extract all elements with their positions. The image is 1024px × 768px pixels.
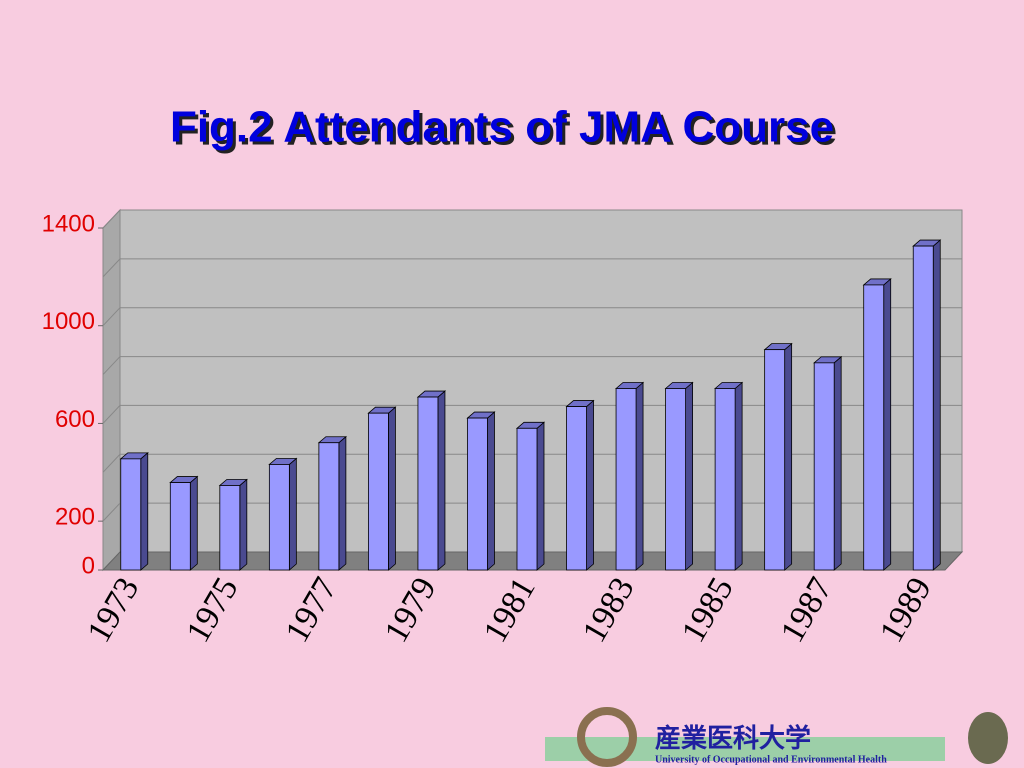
y-tick-label: 200 <box>55 503 95 530</box>
bar-front <box>714 388 736 571</box>
y-tick-label: 1000 <box>42 308 95 335</box>
bar <box>367 406 397 571</box>
grid-line <box>102 307 962 327</box>
bar-front <box>368 412 389 571</box>
side-wall <box>102 208 121 572</box>
grid-line <box>102 258 962 278</box>
bar-side <box>932 239 941 571</box>
bar <box>416 390 447 571</box>
logo-name-en: University of Occupational and Environme… <box>655 754 887 765</box>
logo-name-ja: 産業医科大学 <box>655 723 811 753</box>
bar-front <box>169 482 191 571</box>
bar <box>169 475 199 571</box>
bar <box>763 342 793 571</box>
bar <box>515 421 546 571</box>
bar-side <box>140 451 149 571</box>
bar-side <box>388 406 396 571</box>
bar <box>714 381 744 571</box>
bar-front <box>615 388 637 571</box>
bar <box>912 239 942 571</box>
bar <box>317 435 347 571</box>
bar <box>813 355 843 571</box>
bar-front <box>813 362 835 571</box>
bar-side <box>338 435 347 571</box>
bar-side <box>239 478 248 571</box>
logo: 産業医科大学 University of Occupational and En… <box>545 707 1008 767</box>
y-tick-label: 600 <box>55 406 95 433</box>
bar-front <box>863 284 885 571</box>
bar-front <box>516 427 538 571</box>
bar <box>862 278 892 571</box>
bar-front <box>566 406 587 571</box>
bar-front <box>417 396 439 571</box>
chart-title: Fig.2 Attendants of JMA Course <box>170 103 834 152</box>
bar <box>565 399 595 571</box>
bar <box>268 457 298 571</box>
bar-front <box>219 485 241 571</box>
bar-front <box>665 388 686 571</box>
title-shadow: Fig.2 Attendants of JMA Course <box>173 106 837 155</box>
bar-side <box>833 355 842 571</box>
logo-band <box>545 737 945 761</box>
bar-side <box>685 381 693 571</box>
logo-portrait <box>968 712 1008 764</box>
y-tick-label: 0 <box>82 552 95 579</box>
bar-side <box>189 475 198 571</box>
bar-side <box>536 421 545 571</box>
grid-line <box>102 356 962 375</box>
bar <box>664 381 694 571</box>
bar <box>218 478 248 571</box>
bar-side <box>586 399 594 571</box>
bar-side <box>487 411 495 571</box>
logo-emblem <box>577 707 637 767</box>
bar-front <box>120 458 142 571</box>
bar <box>119 451 149 571</box>
bar-side <box>883 278 892 571</box>
y-tick-label: 1400 <box>42 210 95 237</box>
bar-front <box>318 442 340 571</box>
grid-line <box>102 209 962 229</box>
bar-side <box>784 342 793 571</box>
bar-front <box>912 245 934 571</box>
bar-side <box>437 390 446 571</box>
bar-front <box>268 464 290 571</box>
bar-front <box>764 349 786 571</box>
bar-front <box>467 417 488 571</box>
bar <box>466 411 496 571</box>
bar-side <box>734 381 743 571</box>
bar-side <box>288 457 297 571</box>
bar-side <box>635 381 644 571</box>
bar <box>614 381 645 571</box>
